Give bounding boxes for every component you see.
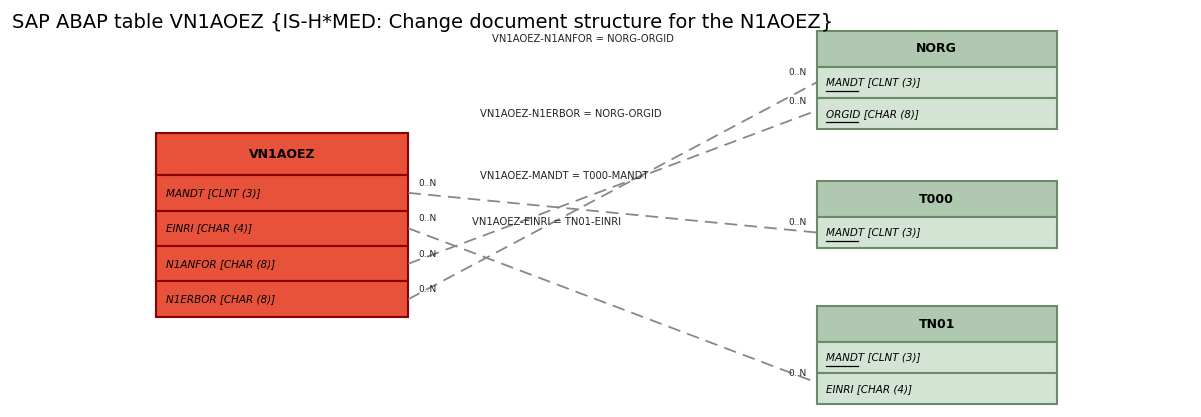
FancyBboxPatch shape: [817, 342, 1057, 373]
Text: N1ANFOR [CHAR (8)]: N1ANFOR [CHAR (8)]: [166, 259, 275, 269]
FancyBboxPatch shape: [156, 281, 408, 317]
FancyBboxPatch shape: [817, 67, 1057, 98]
Text: VN1AOEZ-MANDT = T000-MANDT: VN1AOEZ-MANDT = T000-MANDT: [480, 171, 649, 181]
Text: T000: T000: [919, 193, 955, 206]
Text: TN01: TN01: [919, 318, 955, 331]
Text: MANDT [CLNT (3)]: MANDT [CLNT (3)]: [826, 228, 921, 237]
FancyBboxPatch shape: [817, 31, 1057, 67]
Text: SAP ABAP table VN1AOEZ {IS-H*MED: Change document structure for the N1AOEZ}: SAP ABAP table VN1AOEZ {IS-H*MED: Change…: [12, 13, 833, 32]
Text: 0..N: 0..N: [418, 285, 436, 294]
FancyBboxPatch shape: [156, 211, 408, 246]
Text: 0..N: 0..N: [418, 214, 436, 224]
Text: MANDT [CLNT (3)]: MANDT [CLNT (3)]: [166, 188, 261, 198]
Text: EINRI [CHAR (4)]: EINRI [CHAR (4)]: [166, 224, 252, 233]
FancyBboxPatch shape: [817, 306, 1057, 342]
Text: 0..N: 0..N: [418, 250, 436, 259]
Text: 0..N: 0..N: [789, 96, 807, 106]
Text: MANDT [CLNT (3)]: MANDT [CLNT (3)]: [826, 353, 921, 362]
Text: ORGID [CHAR (8)]: ORGID [CHAR (8)]: [826, 109, 919, 118]
Text: VN1AOEZ-N1ANFOR = NORG-ORGID: VN1AOEZ-N1ANFOR = NORG-ORGID: [491, 34, 674, 44]
FancyBboxPatch shape: [156, 246, 408, 281]
Text: N1ERBOR [CHAR (8)]: N1ERBOR [CHAR (8)]: [166, 294, 275, 304]
FancyBboxPatch shape: [817, 373, 1057, 404]
FancyBboxPatch shape: [817, 98, 1057, 129]
FancyBboxPatch shape: [156, 133, 408, 175]
Text: MANDT [CLNT (3)]: MANDT [CLNT (3)]: [826, 78, 921, 87]
Text: EINRI [CHAR (4)]: EINRI [CHAR (4)]: [826, 384, 913, 394]
FancyBboxPatch shape: [156, 175, 408, 211]
Text: VN1AOEZ-EINRI = TN01-EINRI: VN1AOEZ-EINRI = TN01-EINRI: [472, 217, 621, 227]
Text: NORG: NORG: [916, 43, 957, 55]
FancyBboxPatch shape: [817, 217, 1057, 248]
Text: 0..N: 0..N: [789, 369, 807, 378]
Text: VN1AOEZ-N1ERBOR = NORG-ORGID: VN1AOEZ-N1ERBOR = NORG-ORGID: [479, 109, 662, 119]
Text: 0..N: 0..N: [789, 219, 807, 228]
Text: VN1AOEZ: VN1AOEZ: [249, 148, 316, 161]
FancyBboxPatch shape: [817, 181, 1057, 217]
Text: 0..N: 0..N: [789, 68, 807, 78]
Text: 0..N: 0..N: [418, 179, 436, 188]
